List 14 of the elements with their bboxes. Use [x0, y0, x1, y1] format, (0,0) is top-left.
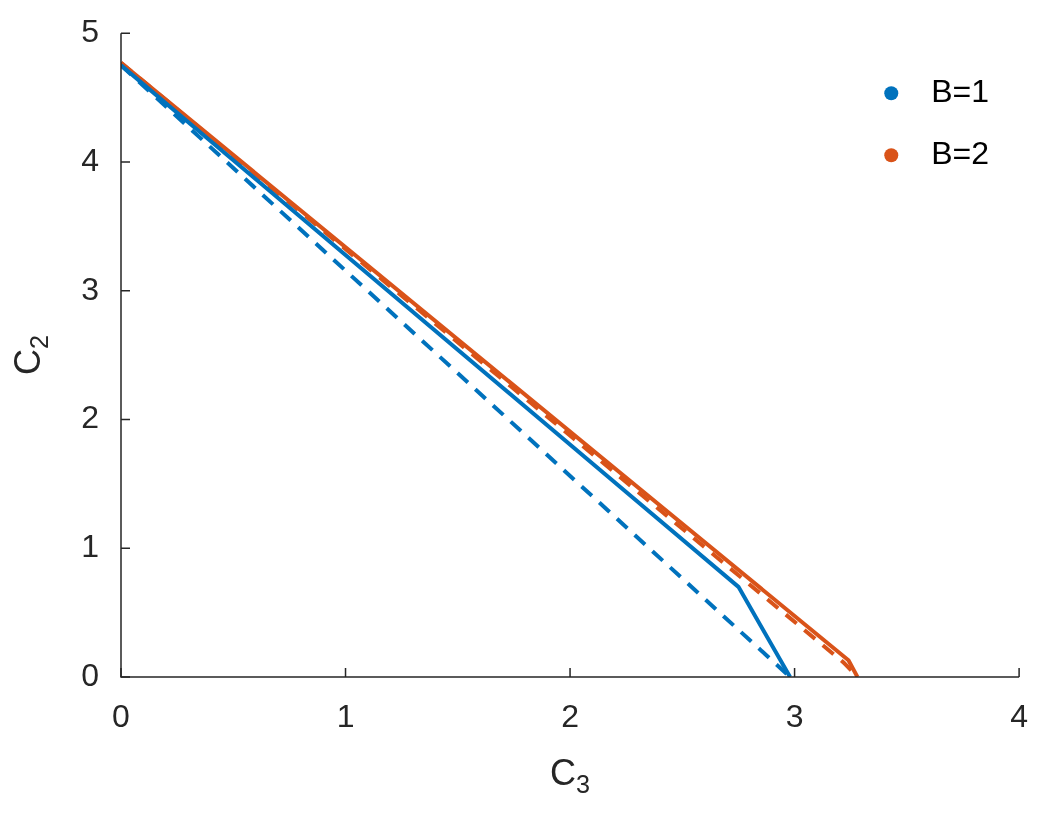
- y-tick-label: 4: [81, 141, 99, 178]
- legend-label: B=2: [931, 135, 990, 172]
- y-tick-label: 3: [81, 270, 99, 307]
- x-tick-label: 2: [561, 698, 579, 735]
- x-tick-label: 1: [336, 698, 355, 735]
- x-tick-label: 0: [112, 698, 130, 735]
- legend-label: B=1: [931, 73, 990, 110]
- y-tick-label: 0: [81, 656, 99, 693]
- x-tick-label: 4: [1010, 698, 1028, 735]
- x-tick-label: 3: [785, 698, 804, 735]
- y-axis-title: C2: [6, 335, 53, 376]
- y-tick-label: 1: [81, 528, 99, 565]
- y-tick-label: 2: [81, 399, 99, 436]
- y-tick-label: 5: [81, 13, 99, 50]
